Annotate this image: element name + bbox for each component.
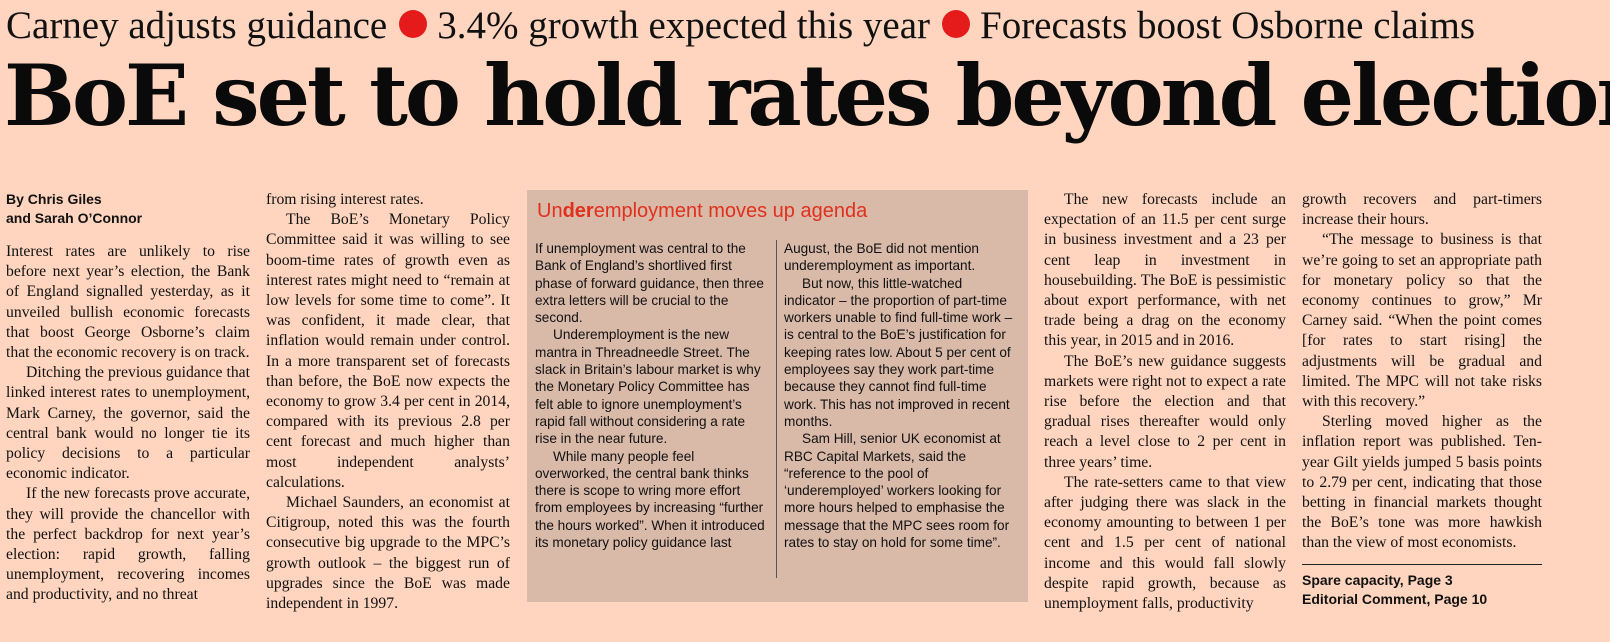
story-column-2: from rising interest rates. The BoE’s Mo… [266, 190, 510, 614]
story-paragraph: Michael Saunders, an economist at Citigr… [266, 494, 510, 613]
sidebar-column-divider [776, 240, 777, 578]
story-column-1: By Chris Giles and Sarah O’Connor Intere… [6, 190, 250, 606]
story-paragraph: If the new forecasts prove accurate, the… [6, 485, 250, 604]
story-paragraph: The new forecasts include an expectation… [1044, 191, 1286, 350]
kicker-line: Carney adjusts guidance 3.4% growth expe… [6, 0, 1606, 50]
story-column-3: The new forecasts include an expectation… [1044, 190, 1286, 614]
story-paragraph: growth recovers and part-timers increase… [1302, 191, 1542, 229]
kicker-2: 3.4% growth expected this year [437, 3, 930, 47]
story-paragraph: The BoE’s new guidance suggests markets … [1044, 352, 1286, 471]
page-references: Spare capacity, Page 3 Editorial Comment… [1302, 563, 1542, 609]
bullet-dot-icon [399, 10, 428, 38]
sidebar-paragraph: Underemployment is the new mantra in Thr… [535, 327, 761, 447]
story-paragraph: Interest rates are unlikely to rise befo… [6, 243, 250, 362]
sidebar-column-1: If unemployment was central to the Bank … [535, 240, 767, 551]
sidebar-box: Underemployment moves up agenda If unemp… [527, 190, 1028, 602]
byline: By Chris Giles and Sarah O’Connor [6, 190, 250, 228]
story-paragraph: The rate-setters came to that view after… [1044, 473, 1286, 613]
headline: BoE set to hold rates beyond election [4, 46, 1610, 145]
kicker-1: Carney adjusts guidance [6, 3, 388, 47]
byline-author-1: By Chris Giles [6, 191, 102, 207]
story-paragraph: Ditching the previous guidance that link… [6, 364, 250, 483]
sidebar-paragraph: But now, this little-watched indicator –… [784, 275, 1013, 429]
sidebar-paragraph: If unemployment was central to the Bank … [535, 241, 764, 326]
story-paragraph: The BoE’s Monetary Policy Committee said… [266, 211, 510, 491]
reference-link: Spare capacity, Page 3 [1302, 571, 1453, 588]
sidebar-paragraph: Sam Hill, senior UK economist at RBC Cap… [784, 431, 1010, 551]
kicker-3: Forecasts boost Osborne claims [980, 3, 1476, 47]
sidebar-column-2: August, the BoE did not mention underemp… [784, 240, 1016, 551]
sidebar-title-prefix: Un [537, 200, 563, 222]
sidebar-title-emphasis: der [562, 200, 594, 222]
sidebar-paragraph: August, the BoE did not mention underemp… [784, 241, 979, 274]
story-paragraph: from rising interest rates. [266, 191, 424, 208]
reference-link: Editorial Comment, Page 10 [1302, 590, 1488, 607]
story-paragraph: Sterling moved higher as the inflation r… [1302, 413, 1542, 552]
sidebar-paragraph: While many people feel overworked, the c… [535, 448, 765, 551]
sidebar-title-suffix: employment moves up agenda [593, 200, 868, 222]
sidebar-title: Underemployment moves up agenda [537, 200, 867, 223]
bullet-dot-icon [942, 10, 970, 38]
byline-author-2: and Sarah O’Connor [6, 210, 143, 226]
story-paragraph: “The message to business is that we’re g… [1302, 231, 1542, 411]
story-column-4: growth recovers and part-timers increase… [1302, 190, 1542, 609]
